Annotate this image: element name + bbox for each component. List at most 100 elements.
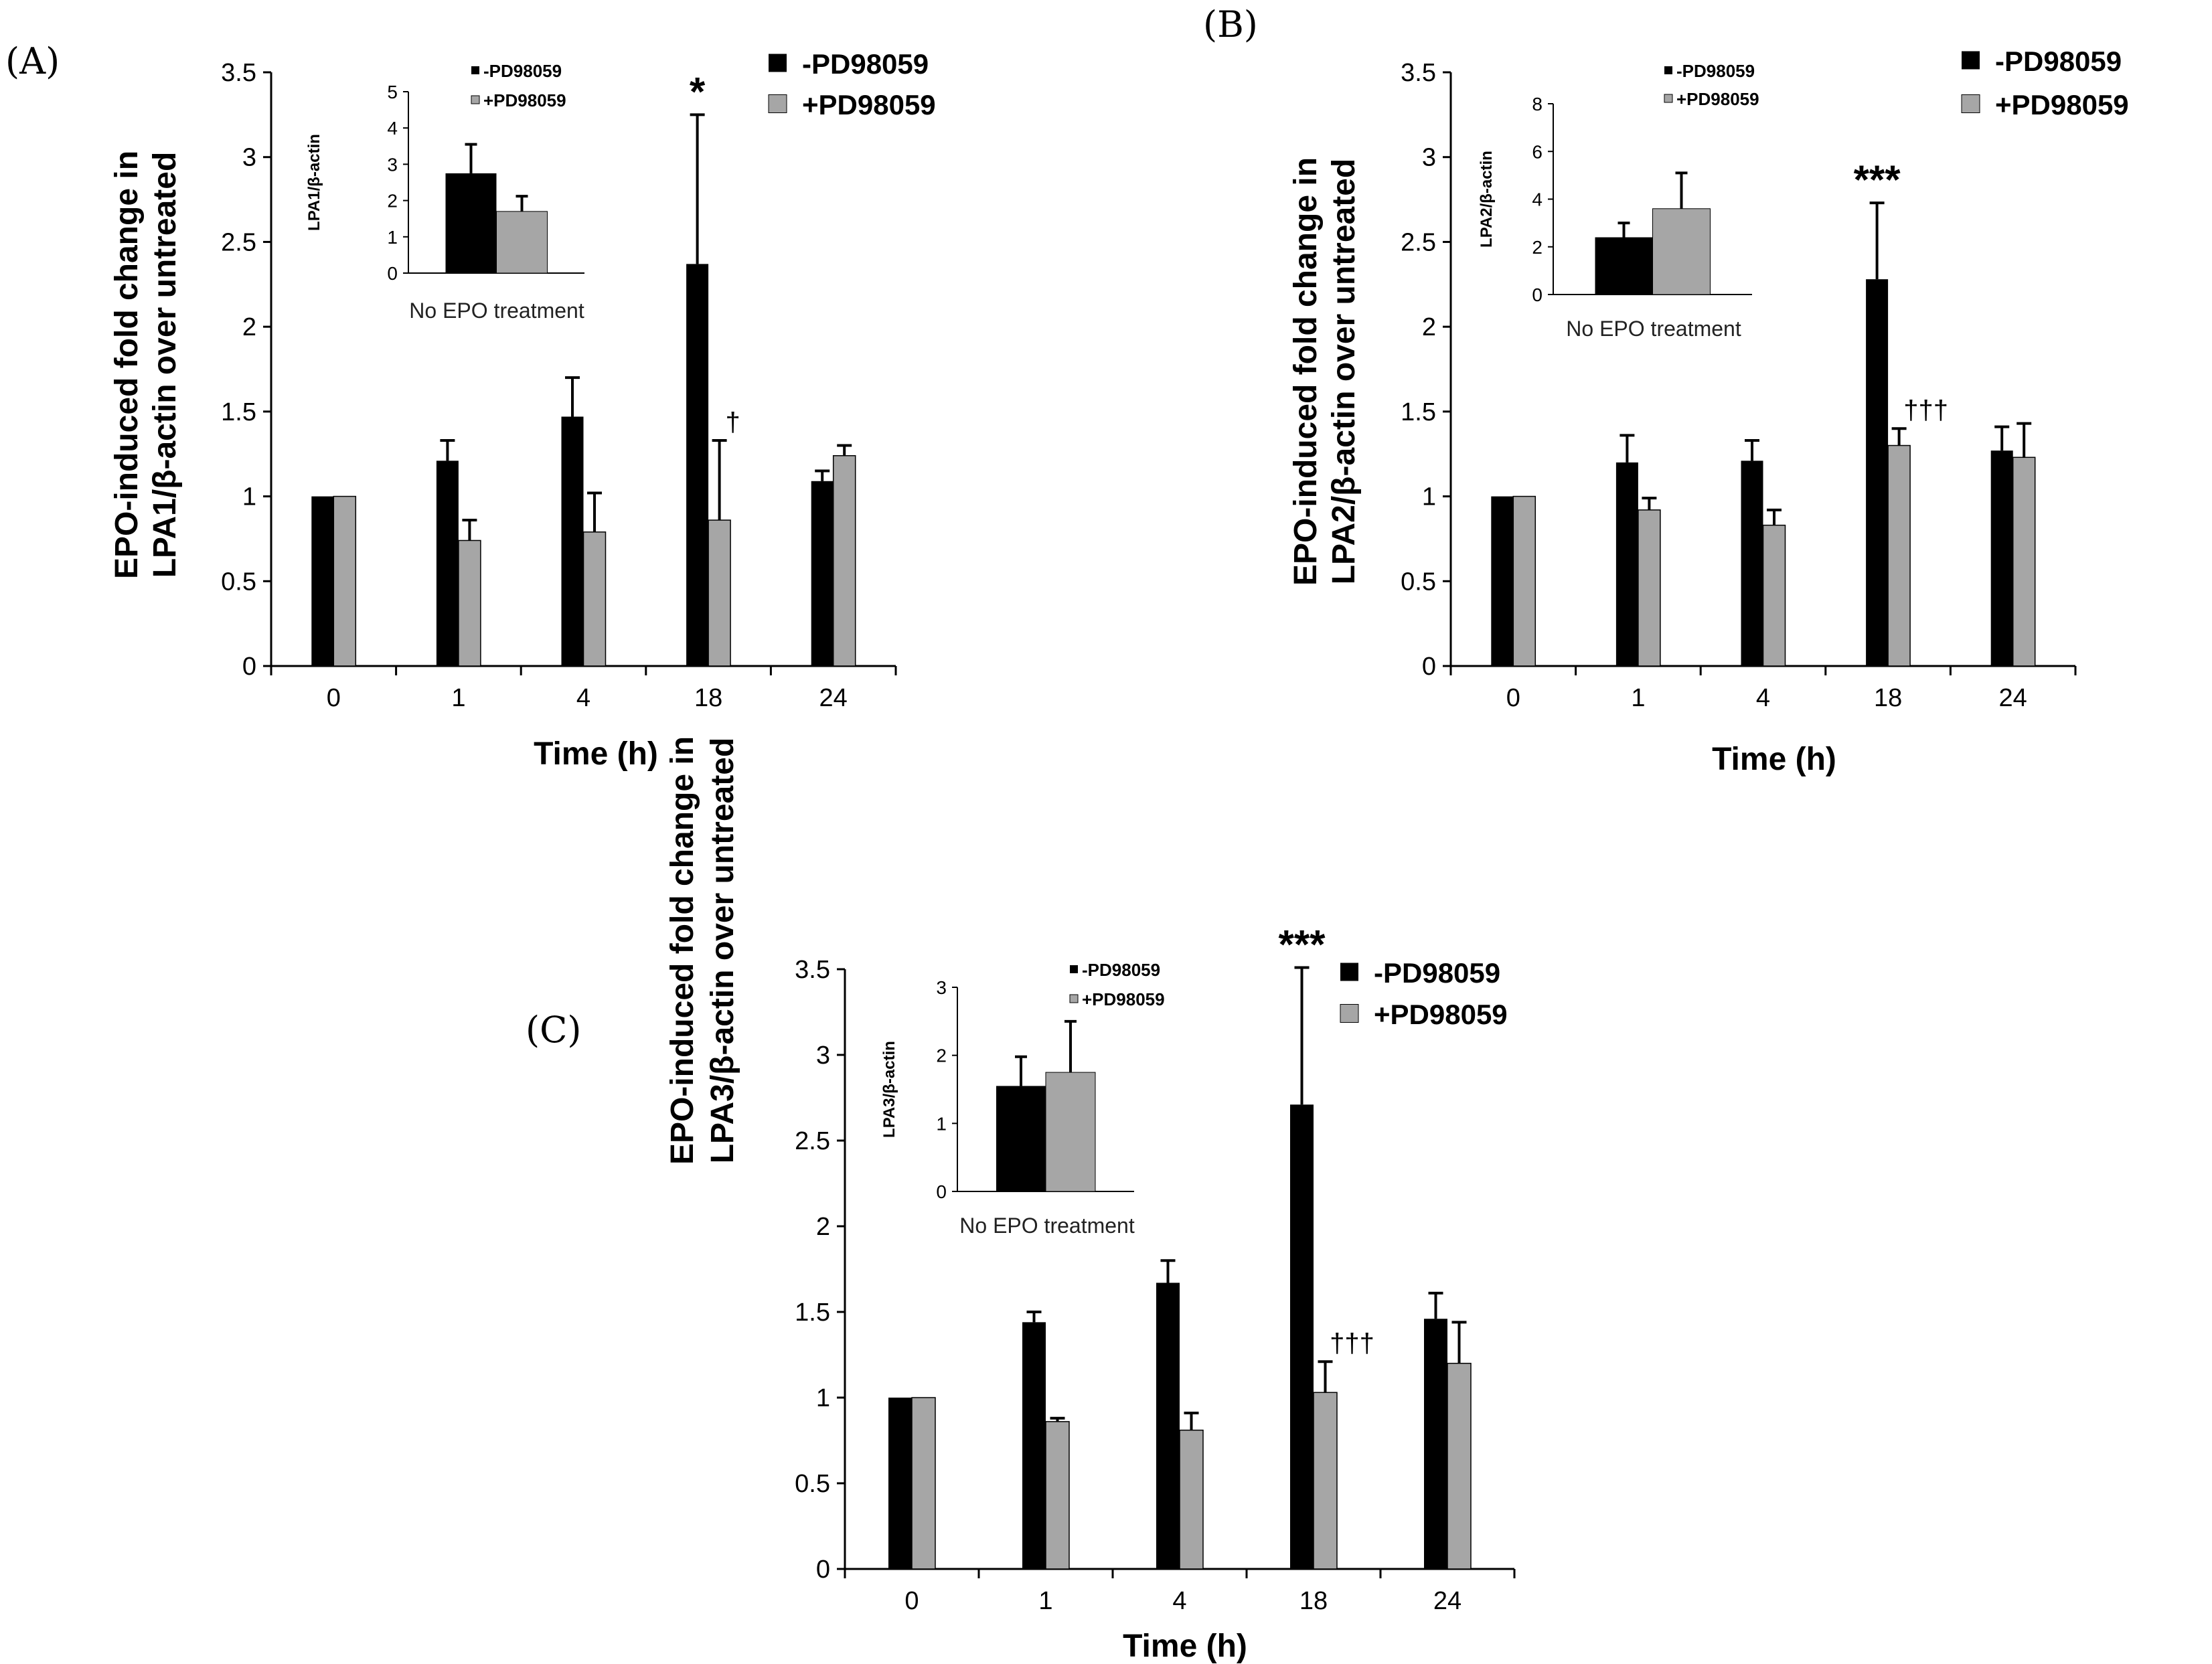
y-tick-label: 3.5: [1401, 59, 1436, 87]
bar-plus-4h: [1179, 1429, 1204, 1570]
inset-y-tick-label: 0: [1532, 284, 1543, 305]
inset-category-label: No EPO treatment: [409, 299, 584, 323]
x-tick-label: 0: [1506, 684, 1520, 712]
y-tick-label: 1.5: [221, 398, 256, 426]
legend-label-minus: -PD98059: [1374, 957, 1500, 989]
significance-star: ***: [1278, 922, 1326, 967]
x-axis-title: Time (h): [1712, 742, 1836, 777]
x-tick-label: 1: [1631, 684, 1645, 712]
x-tick-label: 0: [327, 684, 341, 712]
inset-y-tick-label: 3: [936, 977, 947, 998]
significance-dagger: †: [725, 408, 740, 437]
legend-label-minus: -PD98059: [1995, 46, 2122, 77]
bar-plus-4h: [1762, 524, 1786, 667]
bar-minus-0h: [1491, 496, 1514, 666]
y-tick-label: 2.5: [795, 1127, 830, 1155]
legend-swatch-plus: [768, 94, 787, 113]
y-tick-label: 2: [816, 1213, 830, 1241]
bar-plus-1h: [458, 539, 481, 667]
inset-bar-plus: [496, 211, 548, 274]
inset-y-tick-label: 2: [387, 191, 398, 212]
x-tick-label: 24: [1999, 684, 2027, 712]
inset-y-tick-label: 2: [1532, 237, 1543, 258]
y-tick-label: 3.5: [795, 956, 830, 984]
y-axis-title-line2: LPA3/β-actin over untreated: [705, 738, 740, 1164]
panel-label: (A): [5, 40, 60, 82]
bar-minus-1h: [1615, 462, 1638, 666]
inset-y-axis-title: LPA3/β-actin: [880, 1041, 898, 1138]
y-tick-label: 0: [816, 1556, 830, 1584]
x-tick-label: 18: [1874, 684, 1902, 712]
bar-plus-18h: [1313, 1392, 1338, 1570]
y-tick-label: 1.5: [795, 1299, 830, 1327]
bar-plus-1h: [1045, 1421, 1070, 1570]
x-tick-label: 1: [1038, 1587, 1052, 1615]
inset-legend-label-minus: -PD98059: [483, 61, 562, 81]
legend-label-plus: +PD98059: [1374, 999, 1508, 1030]
bar-minus-18h: [1866, 279, 1889, 666]
inset-y-tick-label: 3: [387, 154, 398, 175]
bar-minus-1h: [1022, 1322, 1046, 1569]
bar-minus-24h: [1990, 450, 2013, 666]
y-tick-label: 0: [242, 653, 256, 681]
inset-legend-label-plus: +PD98059: [1082, 989, 1165, 1009]
bar-plus-24h: [1447, 1363, 1472, 1570]
y-axis-title-line2: LPA1/β-actin over untreated: [147, 152, 183, 578]
panel-label: (C): [526, 1009, 581, 1051]
x-tick-label: 24: [1433, 1587, 1462, 1615]
chart-panel-0: (A) EPO-induced fold change in LPA1/β-acti…: [5, 40, 936, 772]
y-axis-title-line2: LPA2/β-actin over untreated: [1326, 159, 1362, 585]
bar-minus-4h: [561, 416, 584, 666]
inset-bar-plus: [1652, 208, 1711, 295]
legend-swatch-minus: [1962, 51, 1980, 70]
inset-y-tick-label: 4: [387, 118, 398, 139]
legend-label-plus: +PD98059: [1995, 89, 2129, 120]
y-tick-label: 3: [1422, 144, 1436, 172]
y-tick-label: 0.5: [221, 568, 256, 596]
inset-legend-swatch-plus: [1069, 994, 1079, 1003]
y-tick-label: 0: [1422, 653, 1436, 681]
bar-minus-0h: [311, 496, 334, 666]
chart-panel-2: (C) EPO-induced fold change in LPA3/β-acti…: [526, 736, 1516, 1664]
inset-y-tick-label: 0: [387, 263, 398, 284]
y-tick-label: 2: [242, 313, 256, 341]
bar-plus-0h: [1512, 495, 1536, 667]
bar-plus-0h: [333, 495, 357, 667]
inset-legend-label-plus: +PD98059: [483, 90, 566, 110]
significance-star: ***: [1854, 157, 1901, 202]
y-tick-label: 2.5: [221, 228, 256, 256]
y-tick-label: 3: [816, 1042, 830, 1070]
significance-dagger: †††: [1330, 1329, 1374, 1358]
significance-star: *: [690, 69, 706, 114]
y-tick-label: 1: [242, 483, 256, 511]
legend-swatch-minus: [1340, 963, 1358, 981]
bar-minus-4h: [1741, 461, 1763, 666]
inset-chart: 0 1 2 3 LPA3/β-actin No EPO treatment -PD98059…: [880, 960, 1165, 1238]
bar-plus-24h: [2012, 456, 2036, 667]
chart-panel-1: (B)EPO-induced fold change in LPA2/β-acti…: [1203, 3, 2129, 777]
y-tick-label: 1: [1422, 483, 1436, 511]
inset-category-label: No EPO treatment: [959, 1214, 1135, 1238]
inset-legend-swatch-minus: [1070, 965, 1078, 973]
inset-y-tick-label: 0: [936, 1181, 947, 1202]
inset-y-tick-label: 5: [387, 82, 398, 102]
bar-minus-24h: [1424, 1319, 1447, 1569]
bar-plus-0h: [911, 1397, 936, 1570]
y-tick-label: 1: [816, 1384, 830, 1412]
bar-plus-24h: [832, 454, 856, 667]
y-tick-label: 0.5: [1401, 568, 1436, 596]
x-tick-label: 1: [451, 684, 465, 712]
y-axis-title-line1: EPO-induced fold change in: [109, 151, 145, 579]
y-tick-label: 2.5: [1401, 228, 1436, 256]
inset-y-axis-title: LPA2/β-actin: [1478, 151, 1496, 248]
inset-legend-swatch-plus: [471, 95, 480, 104]
inset-legend-swatch-plus: [1664, 94, 1673, 103]
inset-y-tick-label: 1: [387, 227, 398, 248]
legend-label-minus: -PD98059: [802, 48, 929, 80]
x-axis-title: Time (h): [534, 736, 658, 772]
y-tick-label: 2: [1422, 313, 1436, 341]
bar-minus-18h: [686, 264, 709, 667]
inset-bar-minus: [1595, 237, 1653, 295]
x-tick-label: 0: [904, 1587, 919, 1615]
inset-legend-label-plus: +PD98059: [1676, 89, 1759, 109]
